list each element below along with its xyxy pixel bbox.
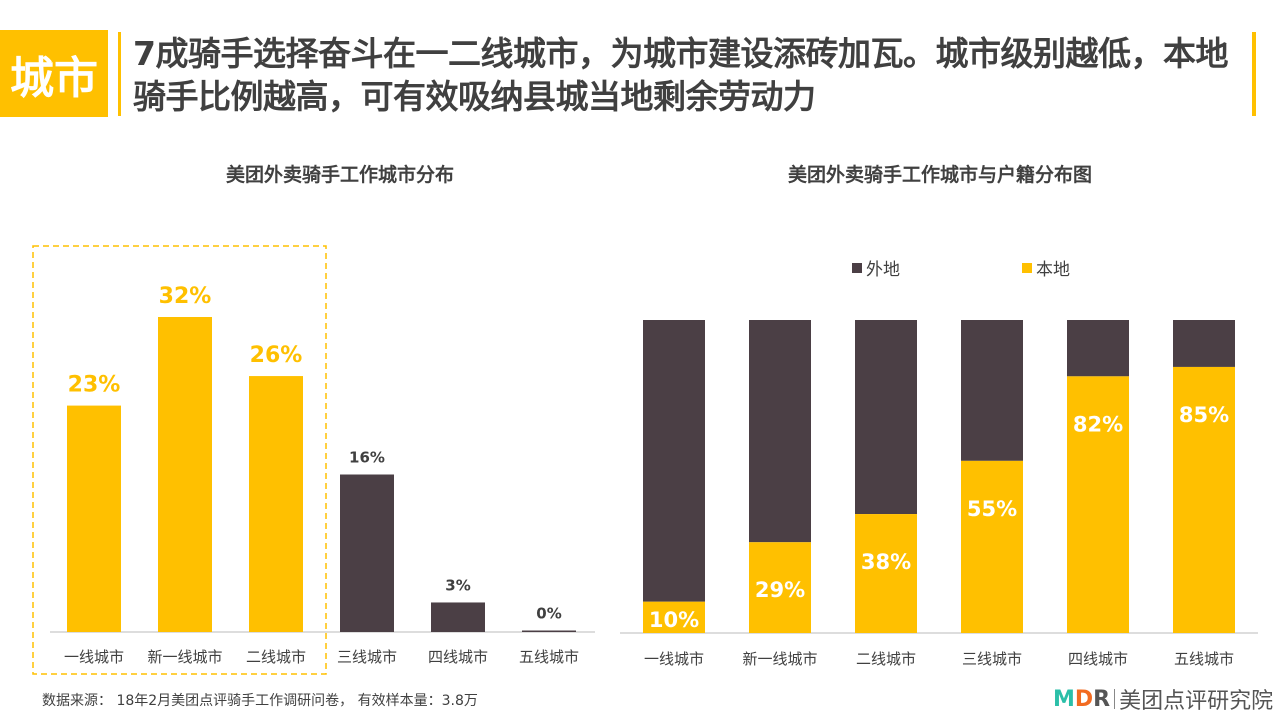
bar-local-0 <box>643 601 705 633</box>
bar-0 <box>67 405 121 632</box>
legend-label-outside: 外地 <box>866 260 900 280</box>
bar-5 <box>522 630 576 632</box>
data-label-4: 3% <box>445 576 470 594</box>
data-label-1: 32% <box>159 284 212 309</box>
bar-3 <box>340 474 394 632</box>
logo-text: 美团点评研究院 <box>1119 689 1274 714</box>
tick-label-3: 三线城市 <box>337 648 397 666</box>
local-label-3: 55% <box>967 497 1017 521</box>
bar-outside-0 <box>643 320 705 602</box>
tick-label-4: 四线城市 <box>428 648 488 666</box>
local-label-5: 85% <box>1179 403 1229 427</box>
bar-local-1 <box>749 542 811 633</box>
tick-label-2-5: 五线城市 <box>1174 650 1234 668</box>
bar-outside-4 <box>1067 320 1129 377</box>
local-label-0: 10% <box>649 608 699 632</box>
data-label-5: 0% <box>536 605 561 623</box>
legend-swatch-local <box>1022 263 1032 273</box>
bar-outside-2 <box>855 320 917 515</box>
local-label-4: 82% <box>1073 412 1123 436</box>
tick-label-5: 五线城市 <box>519 648 579 666</box>
chart2-title: 美团外卖骑手工作城市与户籍分布图 <box>787 164 1092 186</box>
tick-label-2-1: 新一线城市 <box>742 650 817 668</box>
tick-label-2-2: 二线城市 <box>856 650 916 668</box>
source-note: 数据来源： 18年2月美团点评骑手工作调研问卷， 有效样本量：3.8万 <box>42 693 478 709</box>
tick-label-1: 新一线城市 <box>147 648 222 666</box>
bar-local-5 <box>1173 366 1235 633</box>
divider <box>118 32 121 116</box>
bar-4 <box>431 602 485 632</box>
bar-2 <box>249 376 303 632</box>
logo: MDR 美团点评研究院 <box>1053 683 1273 715</box>
section-tag: 城市 <box>0 30 108 117</box>
legend-swatch-outside <box>852 263 862 273</box>
chart1-title: 美团外卖骑手工作城市分布 <box>225 164 454 186</box>
bar-outside-3 <box>961 320 1023 461</box>
bar-outside-5 <box>1173 320 1235 367</box>
legend-label-local: 本地 <box>1036 260 1070 280</box>
bar-1 <box>158 317 212 632</box>
data-label-2: 26% <box>250 343 303 368</box>
local-label-1: 29% <box>755 578 805 602</box>
tick-label-0: 一线城市 <box>64 648 124 666</box>
tick-label-2-4: 四线城市 <box>1068 650 1128 668</box>
local-label-2: 38% <box>861 550 911 574</box>
accent-bar <box>1252 32 1256 116</box>
tick-label-2: 二线城市 <box>246 648 306 666</box>
page-title: 7成骑手选择奋斗在一二线城市，为城市建设添砖加瓦。城市级别越低，本地骑手比例越高… <box>133 34 1228 116</box>
tick-label-2-0: 一线城市 <box>644 650 704 668</box>
data-label-3: 16% <box>349 449 385 467</box>
bar-local-2 <box>855 514 917 633</box>
logo-mark: MDR <box>1053 686 1111 712</box>
tick-label-2-3: 三线城市 <box>962 650 1022 668</box>
data-label-0: 23% <box>68 373 121 398</box>
bar-outside-1 <box>749 320 811 543</box>
bar-local-3 <box>961 460 1023 633</box>
bar-local-4 <box>1067 376 1129 633</box>
